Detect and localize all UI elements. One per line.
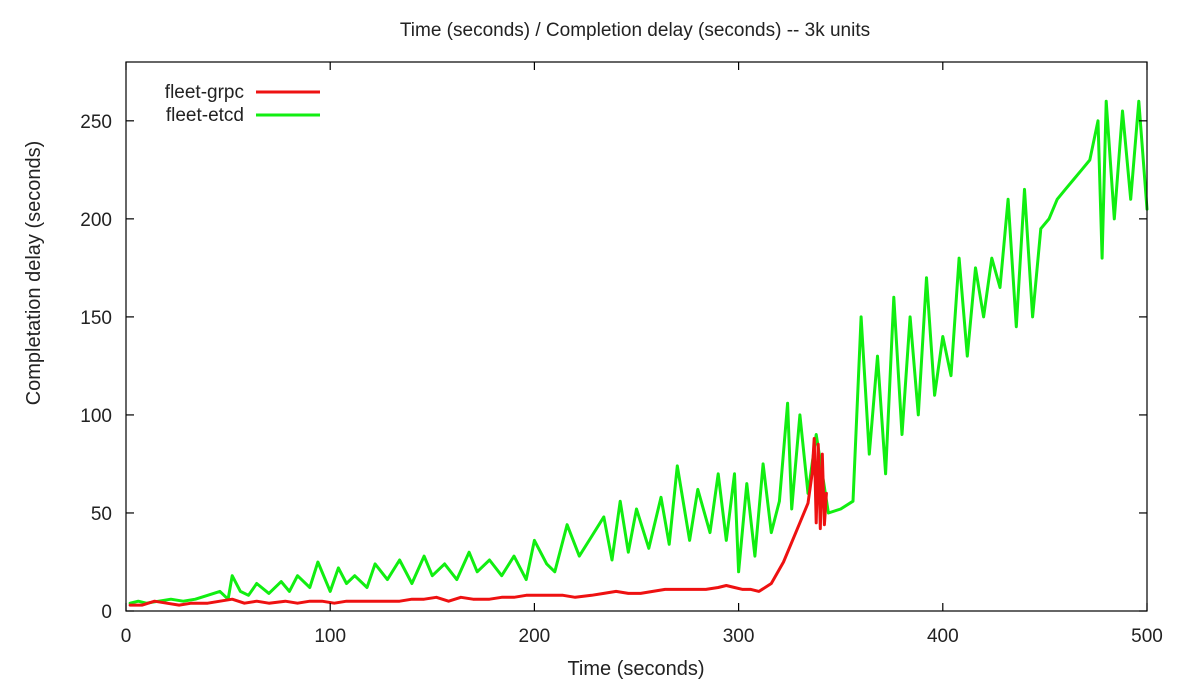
x-tick-label: 100 <box>314 626 346 647</box>
y-tick-label: 100 <box>80 406 112 427</box>
y-tick-label: 0 <box>101 602 112 623</box>
x-tick-label: 300 <box>723 626 755 647</box>
y-tick-label: 250 <box>80 112 112 133</box>
chart-title: Time (seconds) / Completion delay (secon… <box>400 20 870 41</box>
x-tick-label: 0 <box>121 626 132 647</box>
legend-label-fleet-etcd: fleet-etcd <box>166 105 244 126</box>
y-tick-label: 150 <box>80 308 112 329</box>
y-axis-label: Completation delay (seconds) <box>23 141 45 406</box>
x-tick-label: 200 <box>519 626 551 647</box>
x-tick-label: 500 <box>1131 626 1163 647</box>
series-line-fleet-grpc <box>128 437 828 607</box>
y-tick-label: 200 <box>80 210 112 231</box>
series-line-fleet-etcd <box>128 99 1149 605</box>
axes-layer: 0 100 200 300 400 500 0 50 100 150 200 250 <box>80 62 1163 647</box>
x-tick-label: 400 <box>927 626 959 647</box>
x-axis-label: Time (seconds) <box>567 658 704 680</box>
plot-frame <box>125 61 1148 612</box>
series-layer <box>128 99 1149 607</box>
y-tick-label: 50 <box>91 504 112 525</box>
legend-label-fleet-grpc: fleet-grpc <box>165 82 244 103</box>
